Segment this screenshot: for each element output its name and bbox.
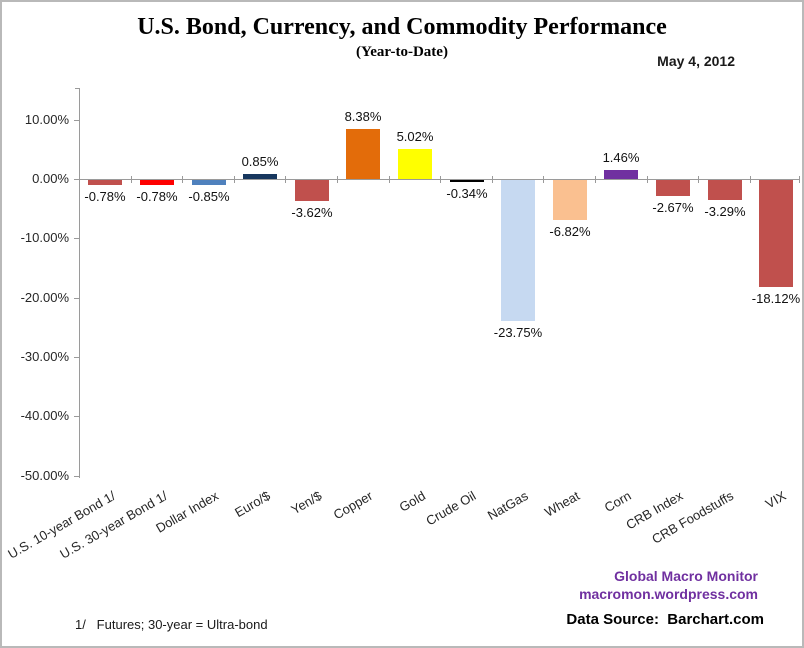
bar [501,180,535,321]
bar [398,149,432,179]
category-tick [285,176,286,183]
y-tick [74,476,79,477]
category-label: Gold [396,488,428,515]
brand-block: Global Macro Monitor macromon.wordpress.… [579,567,758,603]
category-tick [595,176,596,183]
bar-value-label: 0.85% [241,154,279,169]
bar [88,180,122,185]
y-tick [74,416,79,417]
category-tick [389,176,390,183]
bar [708,180,742,200]
bar-value-label: -18.12% [751,291,801,306]
bar-value-label: 5.02% [396,129,434,144]
bar-value-label: -3.29% [704,204,746,219]
category-tick [440,176,441,183]
chart-footnote: 1/ Futures; 30-year = Ultra-bond [75,617,268,632]
bar-value-label: 1.46% [602,150,640,165]
category-tick [492,176,493,183]
category-tick [698,176,699,183]
chart-subtitle: (Year-to-Date) [356,44,448,60]
category-label: Crude Oil [423,488,479,529]
y-tick-label: -40.00% [20,408,69,423]
category-tick [337,176,338,183]
y-tick [74,179,79,180]
bar [140,180,174,185]
category-label: Euro/$ [231,488,273,521]
y-tick-label: 0.00% [32,171,69,186]
category-tick [799,176,800,183]
bar [192,180,226,185]
y-tick-label: -30.00% [20,349,69,364]
brand-url: macromon.wordpress.com [579,586,758,602]
category-label: NatGas [484,488,531,524]
bar [346,129,380,179]
bar-value-label: -0.34% [446,186,488,201]
y-tick-label: 10.00% [24,112,69,127]
category-label: VIX [762,488,789,512]
category-tick [182,176,183,183]
bar-value-label: -3.62% [291,205,333,220]
y-tick [74,238,79,239]
category-tick [131,176,132,183]
y-tick [74,298,79,299]
bar [450,180,484,182]
bar-value-label: -0.78% [84,189,126,204]
category-tick [234,176,235,183]
y-tick-label: -10.00% [20,230,69,245]
y-tick-label: -20.00% [20,290,69,305]
data-source-label: Data Source: Barchart.com [566,611,764,628]
category-label: Copper [331,488,376,523]
bar-value-label: 8.38% [344,109,382,124]
bar [604,170,638,179]
chart-date-label: May 4, 2012 [657,53,735,69]
bar [759,180,793,287]
y-tick [74,357,79,358]
category-label: Yen/$ [288,488,325,518]
category-label: Corn [601,488,634,516]
category-tick [647,176,648,183]
bar-value-label: -2.67% [652,200,694,215]
bar [553,180,587,220]
y-axis-line [79,88,80,478]
chart-title: U.S. Bond, Currency, and Commodity Perfo… [137,14,667,40]
y-tick-label: -50.00% [20,468,69,483]
bar [295,180,329,201]
category-tick [750,176,751,183]
bar-value-label: -0.78% [136,189,178,204]
bar [656,180,690,196]
bar-value-label: -23.75% [493,325,543,340]
bar-value-label: -0.85% [188,189,230,204]
y-tick [74,120,79,121]
category-label: Wheat [542,488,583,520]
x-axis-line [79,179,800,180]
bar [243,174,277,179]
category-tick [543,176,544,183]
y-axis-end-tick [75,88,79,89]
bar-value-label: -6.82% [549,224,591,239]
brand-name: Global Macro Monitor [614,568,758,584]
